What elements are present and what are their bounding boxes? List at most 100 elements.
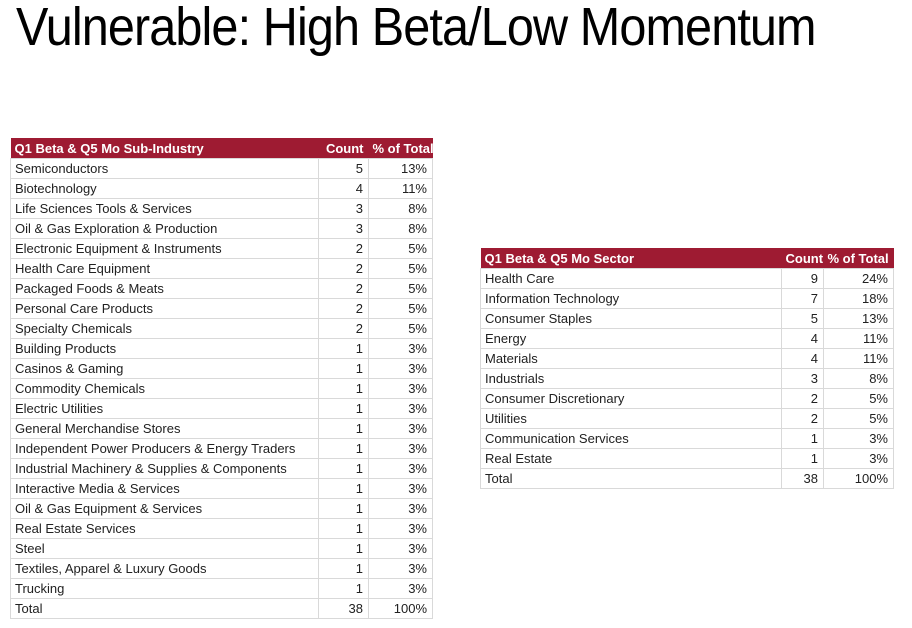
table-cell: Life Sciences Tools & Services: [10, 198, 319, 219]
table-cell: 3%: [368, 538, 433, 559]
table-cell: 2: [781, 408, 824, 429]
table-cell: Electronic Equipment & Instruments: [10, 238, 319, 259]
table-cell: Interactive Media & Services: [10, 478, 319, 499]
sub-industry-table-grid: Q1 Beta & Q5 Mo Sub-Industry Count % of …: [10, 138, 433, 619]
table-cell: 3: [318, 218, 369, 239]
sector-column-header: Q1 Beta & Q5 Mo Sector: [480, 248, 782, 269]
table-cell: 3%: [368, 358, 433, 379]
table-cell: Specialty Chemicals: [10, 318, 319, 339]
table-cell: 5%: [368, 318, 433, 339]
pct-of-total-column-header: % of Total: [823, 248, 894, 269]
table-cell: 5%: [368, 278, 433, 299]
table-cell: 5%: [823, 388, 894, 409]
table-cell: 5%: [368, 238, 433, 259]
table-cell: 100%: [823, 468, 894, 489]
table-row: Building Products 1 3%: [10, 338, 433, 359]
table-cell: Materials: [480, 348, 782, 369]
table-row: Real Estate Services 1 3%: [10, 518, 433, 539]
table-cell: 1: [318, 518, 369, 539]
table-cell: 1: [318, 418, 369, 439]
table-cell: Electric Utilities: [10, 398, 319, 419]
table-cell: 3%: [368, 498, 433, 519]
table-cell: 3%: [823, 428, 894, 449]
table-cell: 3%: [368, 478, 433, 499]
table-cell: 1: [318, 498, 369, 519]
table-cell: 8%: [368, 218, 433, 239]
table-cell: 4: [318, 178, 369, 199]
table-cell: 8%: [823, 368, 894, 389]
table-row: Life Sciences Tools & Services 3 8%: [10, 198, 433, 219]
table-cell: Consumer Staples: [480, 308, 782, 329]
table-cell: 5%: [368, 258, 433, 279]
table-row: Utilities 2 5%: [480, 408, 894, 429]
table-cell: 3%: [368, 418, 433, 439]
table-cell: Trucking: [10, 578, 319, 599]
table-cell: Utilities: [480, 408, 782, 429]
table-row: Energy 4 11%: [480, 328, 894, 349]
table-cell: 2: [318, 318, 369, 339]
table-cell: 1: [318, 338, 369, 359]
table-row: Real Estate 1 3%: [480, 448, 894, 469]
table-cell: 8%: [368, 198, 433, 219]
table-cell: 3%: [368, 558, 433, 579]
table-cell: Independent Power Producers & Energy Tra…: [10, 438, 319, 459]
table-row: Specialty Chemicals 2 5%: [10, 318, 433, 339]
table-row: Consumer Staples 5 13%: [480, 308, 894, 329]
table-cell: Information Technology: [480, 288, 782, 309]
table-cell: 4: [781, 348, 824, 369]
table-cell: 3%: [368, 578, 433, 599]
table-cell: 18%: [823, 288, 894, 309]
table-cell: Communication Services: [480, 428, 782, 449]
sector-table: Q1 Beta & Q5 Mo Sector Count % of Total …: [480, 248, 894, 489]
table-cell: Real Estate Services: [10, 518, 319, 539]
table-cell: 4: [781, 328, 824, 349]
table-row: Electric Utilities 1 3%: [10, 398, 433, 419]
table-cell: Commodity Chemicals: [10, 378, 319, 399]
table-row: Packaged Foods & Meats 2 5%: [10, 278, 433, 299]
table-row: Independent Power Producers & Energy Tra…: [10, 438, 433, 459]
table-cell: 2: [318, 278, 369, 299]
table-row: Health Care 9 24%: [480, 268, 894, 289]
table-cell: Steel: [10, 538, 319, 559]
table-header-row: Q1 Beta & Q5 Mo Sector Count % of Total: [480, 248, 894, 269]
table-cell: Health Care: [480, 268, 782, 289]
table-header-row: Q1 Beta & Q5 Mo Sub-Industry Count % of …: [10, 138, 433, 159]
table-cell: 5: [781, 308, 824, 329]
table-cell: Packaged Foods & Meats: [10, 278, 319, 299]
table-cell: Oil & Gas Exploration & Production: [10, 218, 319, 239]
count-column-header: Count: [781, 248, 824, 269]
table-cell: 5%: [368, 298, 433, 319]
table-row: Materials 4 11%: [480, 348, 894, 369]
table-cell: 1: [318, 398, 369, 419]
table-cell: 13%: [823, 308, 894, 329]
table-cell: 3%: [368, 338, 433, 359]
table-cell: 1: [318, 358, 369, 379]
table-cell: 3: [318, 198, 369, 219]
count-column-header: Count: [318, 138, 369, 159]
table-row: Consumer Discretionary 2 5%: [480, 388, 894, 409]
table-cell: 1: [318, 578, 369, 599]
table-cell: 9: [781, 268, 824, 289]
sub-industry-column-header: Q1 Beta & Q5 Mo Sub-Industry: [10, 138, 319, 159]
table-cell: 2: [318, 258, 369, 279]
table-cell: 3%: [368, 518, 433, 539]
table-cell: 11%: [368, 178, 433, 199]
table-row: Oil & Gas Exploration & Production 3 8%: [10, 218, 433, 239]
table-row: Trucking 1 3%: [10, 578, 433, 599]
table-cell: Oil & Gas Equipment & Services: [10, 498, 319, 519]
table-row: Oil & Gas Equipment & Services 1 3%: [10, 498, 433, 519]
table-row: General Merchandise Stores 1 3%: [10, 418, 433, 439]
table-cell: Industrials: [480, 368, 782, 389]
table-row: Textiles, Apparel & Luxury Goods 1 3%: [10, 558, 433, 579]
table-cell: 1: [318, 438, 369, 459]
table-cell: Energy: [480, 328, 782, 349]
table-cell: 5: [318, 158, 369, 179]
table-cell: 2: [781, 388, 824, 409]
table-cell: Semiconductors: [10, 158, 319, 179]
table-cell: 38: [781, 468, 824, 489]
table-cell: 3: [781, 368, 824, 389]
sub-industry-table: Q1 Beta & Q5 Mo Sub-Industry Count % of …: [10, 138, 433, 619]
table-cell: 2: [318, 298, 369, 319]
table-cell: Industrial Machinery & Supplies & Compon…: [10, 458, 319, 479]
table-row: Steel 1 3%: [10, 538, 433, 559]
